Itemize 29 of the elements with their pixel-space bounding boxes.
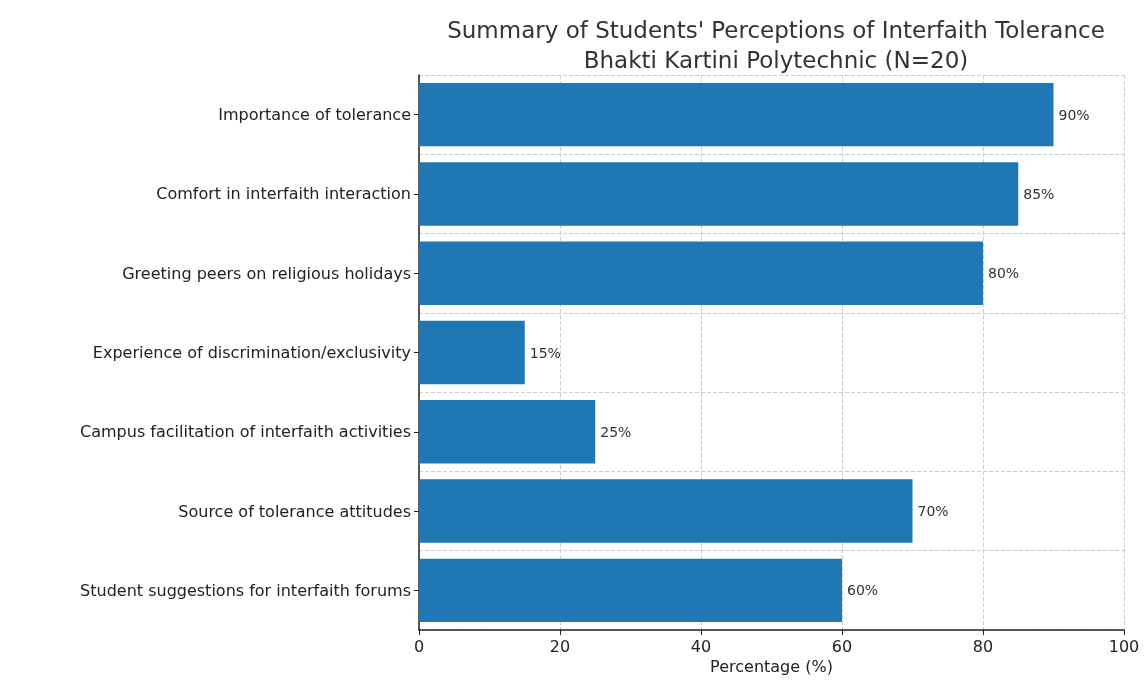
data-label: 90%	[1058, 106, 1090, 123]
data-label: 15%	[529, 344, 561, 361]
bar	[419, 558, 842, 623]
y-tick-label: Comfort in interfaith interaction	[156, 184, 411, 204]
data-label: 60%	[847, 582, 879, 599]
bar	[419, 400, 596, 464]
x-tick-label: 40	[690, 636, 712, 656]
bar	[419, 241, 983, 305]
y-tick-label: Importance of tolerance	[218, 105, 411, 125]
x-tick-label: 60	[831, 636, 853, 656]
x-tick-label: 0	[413, 636, 425, 656]
chart-title: Summary of Students' Perceptions of Interfaith Tolerance Bhakti Kartini Polytechnic (N=20)	[447, 17, 1105, 73]
y-tick-label: Experience of discrimination/exclusivity	[92, 343, 411, 362]
y-tick-label: Campus facilitation of interfaith activities	[80, 422, 411, 442]
bar	[419, 479, 913, 543]
x-tick-label: 80	[972, 636, 994, 656]
data-label: 25%	[600, 423, 632, 440]
bar	[419, 82, 1054, 147]
bar	[419, 320, 525, 385]
x-axis-title: Percentage (%)	[710, 657, 833, 677]
y-tick-label: Greeting peers on religious holidays	[122, 263, 411, 283]
x-tick-label: 20	[549, 636, 571, 656]
data-label: 80%	[988, 265, 1020, 282]
data-label: 70%	[917, 503, 949, 520]
y-tick-label: Student suggestions for interfaith forums	[80, 580, 411, 600]
bar	[419, 162, 1019, 226]
y-tick-label: Source of tolerance attitudes	[178, 501, 411, 521]
x-tick-label: 100	[1108, 636, 1140, 656]
data-label: 85%	[1023, 185, 1055, 202]
